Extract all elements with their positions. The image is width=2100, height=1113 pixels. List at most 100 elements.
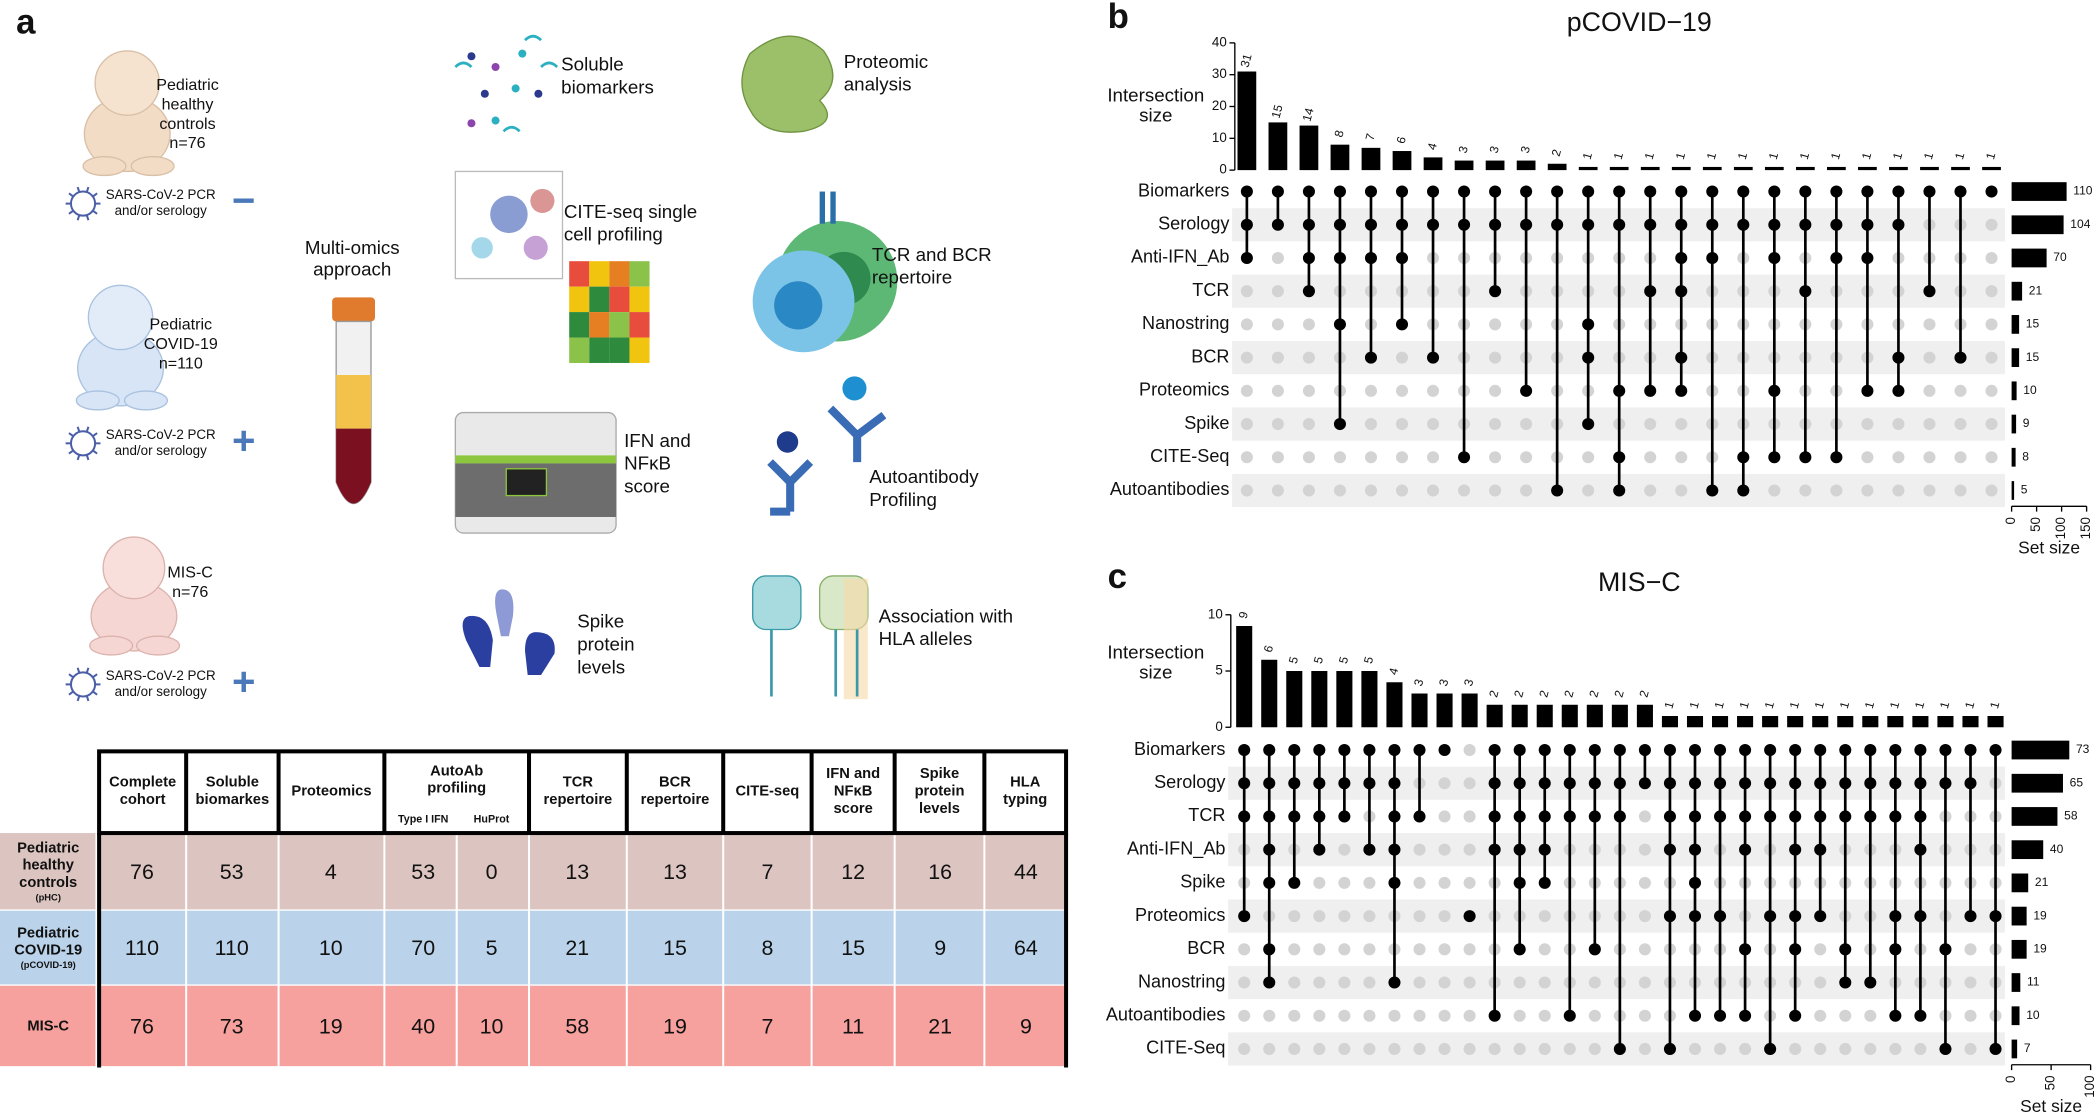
matrix-dot-empty	[1923, 384, 1936, 397]
matrix-dot-empty	[1463, 1042, 1476, 1055]
sub-header: HuProt	[474, 813, 510, 825]
assay-label: TCR and BCR	[872, 244, 992, 265]
matrix-dot-empty	[1238, 1042, 1251, 1055]
bar-value-label: 1	[1887, 700, 1902, 710]
cell-value: 13	[663, 860, 687, 884]
matrix-dot-empty	[1338, 976, 1351, 989]
matrix-dot	[1388, 876, 1401, 889]
matrix-dot-empty	[1892, 484, 1905, 497]
column-header: typing	[1003, 792, 1047, 808]
matrix-dot-empty	[1513, 1042, 1526, 1055]
intersection-bar	[1686, 716, 1704, 728]
matrix-dot	[1488, 810, 1501, 823]
matrix-dot	[1714, 777, 1727, 790]
matrix-dot	[1551, 185, 1564, 198]
matrix-dot-empty	[1427, 451, 1440, 464]
virus-spike	[85, 214, 90, 221]
column-header: levels	[919, 801, 960, 817]
row-label: controls	[19, 875, 77, 891]
matrix-dot-empty	[1520, 451, 1533, 464]
matrix-dot	[1288, 810, 1301, 823]
cell-value: 9	[934, 936, 946, 960]
matrix-dot	[1688, 810, 1702, 823]
matrix-dot	[1395, 251, 1409, 264]
matrix-dot-empty	[1814, 943, 1827, 956]
matrix-dot-empty	[1363, 1042, 1376, 1055]
matrix-dot-empty	[1288, 1042, 1301, 1055]
cohort-label: COVID-19	[144, 335, 218, 353]
matrix-dot	[1288, 744, 1301, 757]
bar-value-label: 1	[1766, 151, 1781, 161]
matrix-dot	[1799, 218, 1812, 231]
matrix-dot-empty	[1302, 318, 1315, 331]
bar-value-label: 5	[1286, 655, 1301, 665]
matrix-dot	[1395, 218, 1409, 231]
matrix-dot	[1964, 777, 1977, 790]
machine-icon	[454, 411, 617, 534]
set-label: Serology	[1154, 772, 1225, 792]
virus-spike	[85, 667, 90, 674]
bar-value-label: 9	[1236, 610, 1251, 620]
assay-label: Profiling	[869, 489, 937, 510]
matrix-dot-empty	[1582, 451, 1595, 464]
matrix-dot-empty	[1302, 351, 1315, 364]
set-label: Spike	[1184, 413, 1229, 433]
bar-value-label: 1	[1787, 700, 1802, 710]
row-abbr: (pCOVID-19)	[21, 960, 76, 970]
x-tick-label: 100	[2082, 1075, 2097, 1097]
matrix-dot-empty	[1688, 1042, 1702, 1055]
matrix-dot-empty	[1923, 318, 1936, 331]
assay-label: cell profiling	[564, 224, 663, 245]
matrix-dot	[1663, 777, 1676, 790]
matrix-dot-empty	[1538, 1009, 1551, 1022]
matrix-dot	[1864, 810, 1877, 823]
matrix-dot	[1364, 218, 1378, 231]
cell-value: 15	[841, 936, 865, 960]
set-label: Proteomics	[1139, 380, 1229, 400]
bar-value-label: 5	[1336, 655, 1351, 665]
test-label: SARS-CoV-2 PCR	[106, 187, 216, 202]
matrix-dot-empty	[1388, 1042, 1401, 1055]
set-value-label: 19	[2033, 942, 2047, 956]
matrix-dot-empty	[1271, 351, 1284, 364]
matrix-dot-empty	[1238, 1009, 1251, 1022]
set-value-label: 7	[2024, 1041, 2031, 1055]
matrix-dot	[1714, 1009, 1727, 1022]
test-label: SARS-CoV-2 PCR	[106, 668, 216, 683]
bar-value-label: 1	[1712, 700, 1727, 710]
intersection-bar	[1671, 166, 1691, 171]
matrix-dot-empty	[1364, 484, 1378, 497]
assay-label: analysis	[844, 74, 912, 95]
assay-label: levels	[577, 656, 625, 677]
bar-value-label: 1	[1962, 700, 1977, 710]
bar-value-label: 1	[1828, 151, 1843, 161]
assay-label: HLA alleles	[879, 628, 973, 649]
matrix-dot-empty	[1364, 384, 1378, 397]
matrix-dot-empty	[1240, 384, 1253, 397]
intersection-bar	[1461, 693, 1478, 728]
matrix-dot	[1582, 418, 1595, 431]
matrix-dot-empty	[1513, 976, 1526, 989]
set-label: Nanostring	[1138, 971, 1225, 991]
matrix-dot	[1313, 744, 1326, 757]
matrix-dot	[1914, 1009, 1927, 1022]
matrix-dot-empty	[1313, 943, 1326, 956]
matrix-dot	[1644, 384, 1657, 397]
matrix-dot	[1914, 744, 1927, 757]
intersection-bar	[1837, 716, 1854, 728]
matrix-dot	[1338, 744, 1351, 757]
column-header: TCR	[563, 775, 594, 791]
test-label: and/or serology	[115, 684, 208, 699]
virus-spike	[76, 667, 81, 674]
matrix-dot	[1764, 810, 1777, 823]
matrix-dot-empty	[1438, 910, 1451, 923]
matrix-dot	[1613, 451, 1626, 464]
set-value-label: 9	[2023, 416, 2030, 430]
cohort-label: Pediatric	[150, 316, 213, 334]
matrix-dot	[1814, 777, 1827, 790]
matrix-dot-empty	[1438, 810, 1451, 823]
matrix-dot	[1388, 810, 1401, 823]
matrix-dot	[1263, 777, 1276, 790]
bar-value-label: 1	[1912, 700, 1927, 710]
panel-label: c	[1108, 557, 1127, 596]
